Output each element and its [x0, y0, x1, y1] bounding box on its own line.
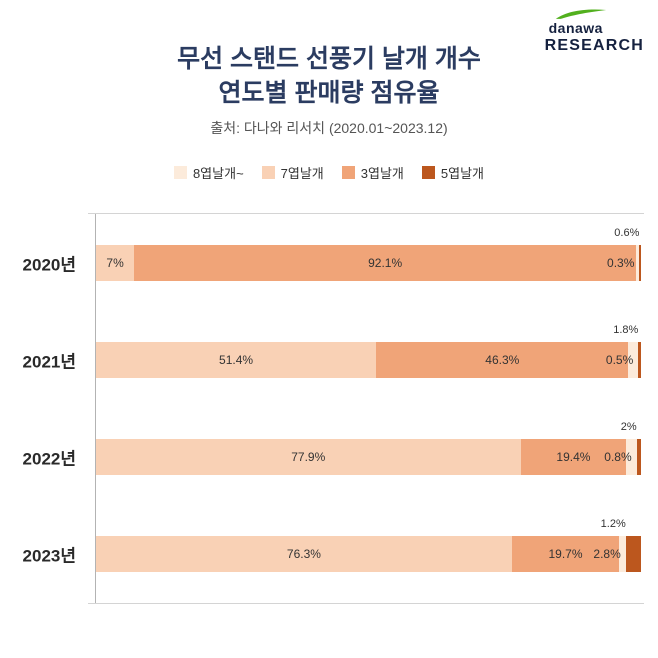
- bar-track: 77.9% 19.4%: [96, 439, 641, 476]
- bar-track: 51.4% 46.3%: [96, 341, 641, 378]
- legend-swatch: [173, 166, 187, 179]
- bar-segment-3엽날개: 92.1%: [134, 244, 637, 281]
- legend-swatch: [421, 166, 435, 179]
- bar-segment-8엽날개~: [626, 439, 638, 476]
- bar-segment-7엽날개: 76.3%: [96, 536, 512, 573]
- legend-label: 5엽날개: [440, 166, 485, 181]
- segment-value-label: 19.7%: [548, 547, 583, 562]
- legend-item: 7엽날개: [261, 163, 324, 182]
- segment-value-label: 19.4%: [556, 450, 591, 465]
- bar-segment-3엽날개: 19.7%: [511, 536, 620, 573]
- segment-value-label: 7%: [106, 255, 124, 270]
- segment-value-label: 51.4%: [219, 352, 254, 367]
- chart-row: 2020년 7% 92.1% 0.6% 0.3%: [23, 214, 644, 311]
- segment-value-label-above: 0.6%: [614, 226, 640, 239]
- logo-brand-text: danawa: [548, 20, 603, 36]
- bar-track: 7% 92.1%: [96, 244, 641, 281]
- page-title-line1: 무선 스탠드 선풍기 날개 개수: [177, 45, 481, 73]
- segment-value-label-above: 2%: [620, 421, 637, 434]
- bar-segment-8엽날개~: [636, 244, 640, 281]
- logo-sub-text: RESEARCH: [544, 37, 644, 54]
- legend-swatch: [261, 166, 275, 179]
- bar-segment-8엽날개~: [628, 341, 639, 378]
- segment-value-label-above: 1.2%: [600, 518, 626, 531]
- legend-label: 7엽날개: [280, 166, 324, 181]
- bar-track: 76.3% 19.7%: [96, 536, 641, 573]
- bar-segment-3엽날개: 46.3%: [376, 341, 629, 378]
- segment-value-label: 92.1%: [368, 255, 403, 270]
- bar-segment-7엽날개: 77.9%: [96, 439, 521, 476]
- y-axis-line: [95, 214, 96, 603]
- chart-area: 2020년 7% 92.1% 0.6% 0.3% 2021년 51.4% 46.3% 1.8% 0…: [23, 213, 644, 604]
- page-title: 무선 스탠드 선풍기 날개 개수 연도별 판매량 점유율: [0, 42, 658, 110]
- segment-value-label-above: 1.8%: [613, 323, 639, 336]
- legend-label: 8엽날개~: [192, 166, 244, 181]
- year-label: 2020년: [22, 255, 76, 275]
- legend-item: 3엽날개: [341, 163, 404, 182]
- legend-swatch: [341, 166, 355, 179]
- year-label: 2023년: [22, 546, 76, 566]
- year-label: 2021년: [22, 352, 76, 372]
- bar-segment-5엽날개: [638, 341, 641, 378]
- source-subtitle: 출처: 다나와 리서치 (2020.01~2023.12): [210, 120, 448, 136]
- danawa-research-logo: danawa RESEARCH: [545, 8, 644, 54]
- segment-value-label: 77.9%: [291, 450, 326, 465]
- legend-item: 5엽날개: [421, 163, 485, 182]
- page-title-line2: 연도별 판매량 점유율: [218, 79, 440, 107]
- bar-segment-5엽날개: [637, 439, 641, 476]
- chart-row: 2022년 77.9% 19.4% 2% 0.8%: [23, 409, 644, 506]
- bar-segment-3엽날개: 19.4%: [520, 439, 627, 476]
- bar-segment-7엽날개: 7%: [96, 244, 135, 281]
- bar-segment-8엽날개~: [619, 536, 626, 573]
- year-label: 2022년: [22, 449, 76, 469]
- legend-label: 3엽날개: [360, 166, 404, 181]
- bar-segment-7엽날개: 51.4%: [96, 341, 377, 378]
- bar-segment-5엽날개: [625, 536, 641, 573]
- bar-segment-5엽날개: [639, 244, 641, 281]
- legend-item: 8엽날개~: [173, 163, 244, 182]
- chart-legend: 8엽날개~ 7엽날개 3엽날개 5엽날개: [0, 163, 658, 182]
- logo-swoosh-icon: [555, 9, 606, 19]
- segment-value-label: 46.3%: [485, 352, 520, 367]
- chart-row: 2021년 51.4% 46.3% 1.8% 0.5%: [23, 311, 644, 408]
- segment-value-label: 76.3%: [286, 547, 321, 562]
- chart-row: 2023년 76.3% 19.7% 1.2% 2.8%: [23, 506, 644, 603]
